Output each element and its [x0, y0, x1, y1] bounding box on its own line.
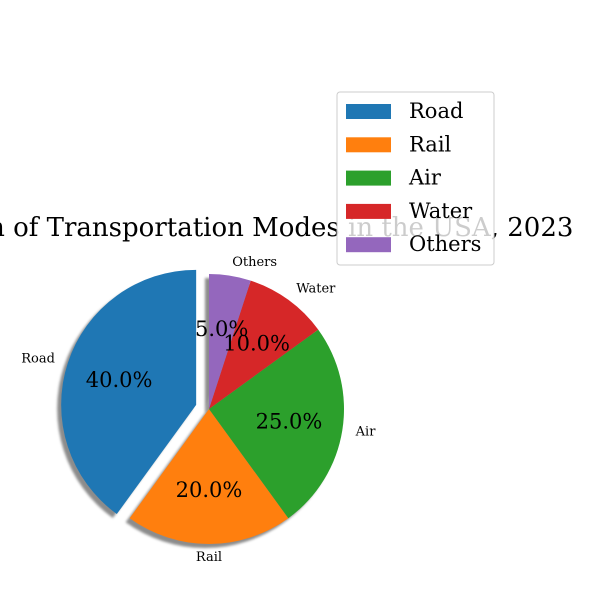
legend-label-water: Water — [409, 199, 473, 223]
category-label-air: Air — [355, 425, 377, 440]
legend-swatch-rail — [346, 137, 391, 153]
legend-swatch-water — [346, 203, 391, 219]
legend-swatch-air — [346, 170, 391, 186]
category-labels: Road Rail Air Water Others — [21, 255, 376, 565]
category-label-water: Water — [296, 281, 336, 296]
slices — [61, 269, 344, 544]
legend-frame — [336, 91, 495, 266]
slice-rail — [129, 409, 289, 544]
category-label-others: Others — [232, 255, 277, 270]
legend-label-rail: Rail — [409, 132, 452, 156]
category-label-rail: Rail — [196, 550, 222, 565]
percent-labels: 40.0% 20.0% 25.0% 10.0%5.0% — [86, 317, 323, 502]
percent-label-rail: 20.0% — [176, 478, 243, 502]
legend-label-air: Air — [408, 166, 442, 190]
percent-label-others: 5.0% — [195, 317, 248, 341]
slice-others — [209, 274, 251, 409]
slice-air — [209, 329, 344, 519]
legend-label-road: Road — [409, 99, 463, 123]
percent-label-water: 10.0% — [223, 331, 290, 355]
legend: Road Rail Air Water Others — [336, 91, 495, 266]
category-label-road: Road — [21, 351, 55, 366]
legend-swatch-road — [346, 104, 391, 119]
percent-label-air: 25.0% — [256, 410, 323, 434]
legend-label-others: Others — [409, 232, 481, 256]
percent-label-road: 40.0% — [86, 368, 153, 392]
legend-swatch-others — [346, 237, 391, 253]
slice-road — [61, 269, 197, 515]
slice-water — [209, 280, 319, 409]
